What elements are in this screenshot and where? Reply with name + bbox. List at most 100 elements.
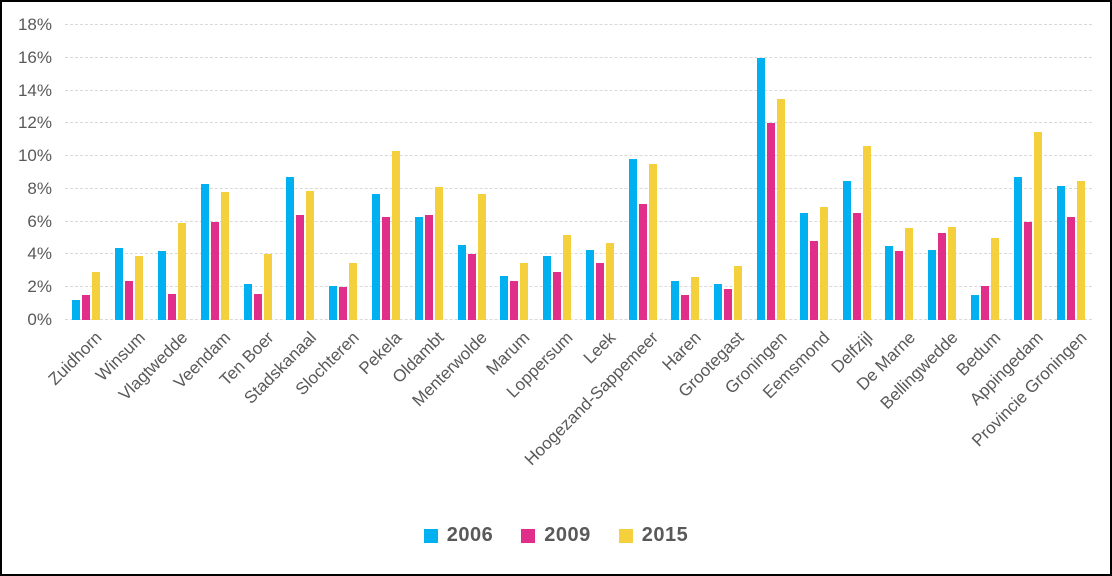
bar-appingedam-2015	[1033, 131, 1042, 320]
bar-group-ten-boer	[236, 25, 279, 320]
bar-zuidhorn-2015	[92, 272, 101, 320]
bar-winsum-2006	[115, 247, 124, 320]
bar-winsum-2015	[135, 256, 144, 320]
bar-group-leek	[579, 25, 622, 320]
bar-grootegast-2009	[724, 288, 733, 320]
bar-loppersum-2015	[563, 234, 572, 320]
bar-de-marne-2006	[885, 246, 894, 320]
bar-group-haren	[664, 25, 707, 320]
bar-group-bellingwedde	[921, 25, 964, 320]
x-axis-labels: Zuidhorn Winsum Vlagtwedde Veendam Ten Boer S…	[45, 328, 1092, 498]
bar-de-marne-2015	[905, 228, 914, 320]
bar-grootegast-2015	[734, 265, 743, 320]
y-tick-label-4%: 4%	[27, 244, 52, 264]
bar-group-eemsmond	[792, 25, 835, 320]
y-tick-label-6%: 6%	[27, 211, 52, 231]
bar-pekela-2009	[381, 216, 390, 320]
bar-group-de-marne	[878, 25, 921, 320]
bar-pekela-2006	[371, 193, 380, 320]
bar-group-winsum	[108, 25, 151, 320]
bar-menterwolde-2006	[457, 244, 466, 320]
bar-group-loppersum	[536, 25, 579, 320]
y-tick-label-14%: 14%	[17, 80, 52, 100]
legend-label-2009: 2009	[544, 524, 591, 546]
bar-loppersum-2006	[543, 256, 552, 320]
bar-hoogezand-sappemeer-2009	[638, 203, 647, 320]
bar-group-bedum	[964, 25, 1007, 320]
bar-zuidhorn-2006	[72, 300, 81, 320]
bar-oldambt-2009	[424, 215, 433, 320]
bar-vlagtwedde-2006	[157, 251, 166, 320]
bar-groningen-2009	[767, 123, 776, 320]
legend-label-2006: 2006	[446, 524, 494, 546]
bar-hoogezand-sappemeer-2015	[648, 164, 657, 320]
bar-delfzijl-2006	[842, 180, 851, 320]
bar-menterwolde-2015	[477, 193, 486, 320]
legend-swatch-icon-2009	[521, 528, 536, 543]
bar-marum-2015	[520, 262, 529, 320]
bar-stadskanaal-2006	[286, 177, 295, 320]
bar-ten-boer-2006	[243, 283, 252, 320]
legend-item-2009: 2009	[521, 524, 591, 547]
bar-group-hoogezand-sappemeer	[621, 25, 664, 320]
bar-group-pekela	[365, 25, 408, 320]
bar-group-menterwolde	[450, 25, 493, 320]
legend-label-2015: 2015	[641, 524, 689, 546]
bar-groningen-2015	[777, 98, 786, 320]
bar-haren-2006	[671, 280, 680, 320]
bar-vlagtwedde-2009	[167, 293, 176, 320]
bar-delfzijl-2015	[862, 146, 871, 320]
bar-eemsmond-2015	[819, 206, 828, 320]
bar-group-grootegast	[707, 25, 750, 320]
bar-bellingwedde-2009	[938, 233, 947, 320]
bar-slochteren-2009	[339, 287, 348, 320]
bar-group-zuidhorn	[65, 25, 108, 320]
bar-bellingwedde-2015	[948, 226, 957, 320]
gridline-6%	[65, 220, 1092, 222]
bar-delfzijl-2009	[852, 213, 861, 320]
bar-appingedam-2009	[1023, 221, 1032, 320]
gridline-18%	[65, 24, 1092, 25]
gridline-4%	[65, 253, 1092, 255]
bar-bellingwedde-2006	[928, 249, 937, 320]
bar-bedum-2009	[981, 285, 990, 320]
bar-zuidhorn-2009	[82, 295, 91, 320]
y-tick-label-10%: 10%	[17, 146, 52, 166]
gridline-8%	[65, 187, 1092, 189]
bar-slochteren-2015	[349, 262, 358, 320]
y-axis-labels: 0% 2% 4% 6% 8% 10% 12% 14% 16% 18%	[2, 15, 52, 329]
legend-swatch-icon-2015	[618, 528, 633, 543]
bar-stadskanaal-2015	[306, 190, 315, 320]
plot-area	[65, 24, 1092, 320]
bar-stadskanaal-2009	[296, 215, 305, 320]
bar-haren-2009	[681, 295, 690, 320]
y-tick-label-8%: 8%	[27, 178, 52, 198]
gridline-12%	[65, 122, 1092, 124]
bar-groningen-2006	[757, 57, 766, 320]
bar-eemsmond-2009	[809, 241, 818, 320]
bar-group-veendam	[193, 25, 236, 320]
bar-group-stadskanaal	[279, 25, 322, 320]
bar-haren-2015	[691, 277, 700, 320]
bar-menterwolde-2009	[467, 254, 476, 320]
gridline-16%	[65, 56, 1092, 58]
bar-marum-2006	[500, 275, 509, 320]
bar-bedum-2006	[971, 295, 980, 320]
bar-bedum-2015	[991, 238, 1000, 320]
bar-group-appingedam	[1006, 25, 1049, 320]
bar-oldambt-2015	[434, 187, 443, 320]
bar-group-groningen	[750, 25, 793, 320]
bar-veendam-2015	[220, 192, 229, 320]
bar-hoogezand-sappemeer-2006	[628, 159, 637, 320]
bar-slochteren-2006	[329, 285, 338, 320]
x-tick-label-zuidhorn: Zuidhorn	[44, 328, 106, 389]
gridline-0%	[65, 319, 1092, 320]
legend-item-2006: 2006	[423, 524, 494, 547]
legend-item-2015: 2015	[618, 524, 689, 547]
bar-eemsmond-2006	[799, 213, 808, 320]
y-tick-label-2%: 2%	[27, 277, 52, 297]
bar-marum-2009	[510, 280, 519, 320]
bar-group-provincie-groningen	[1049, 25, 1092, 320]
bar-veendam-2006	[200, 183, 209, 320]
